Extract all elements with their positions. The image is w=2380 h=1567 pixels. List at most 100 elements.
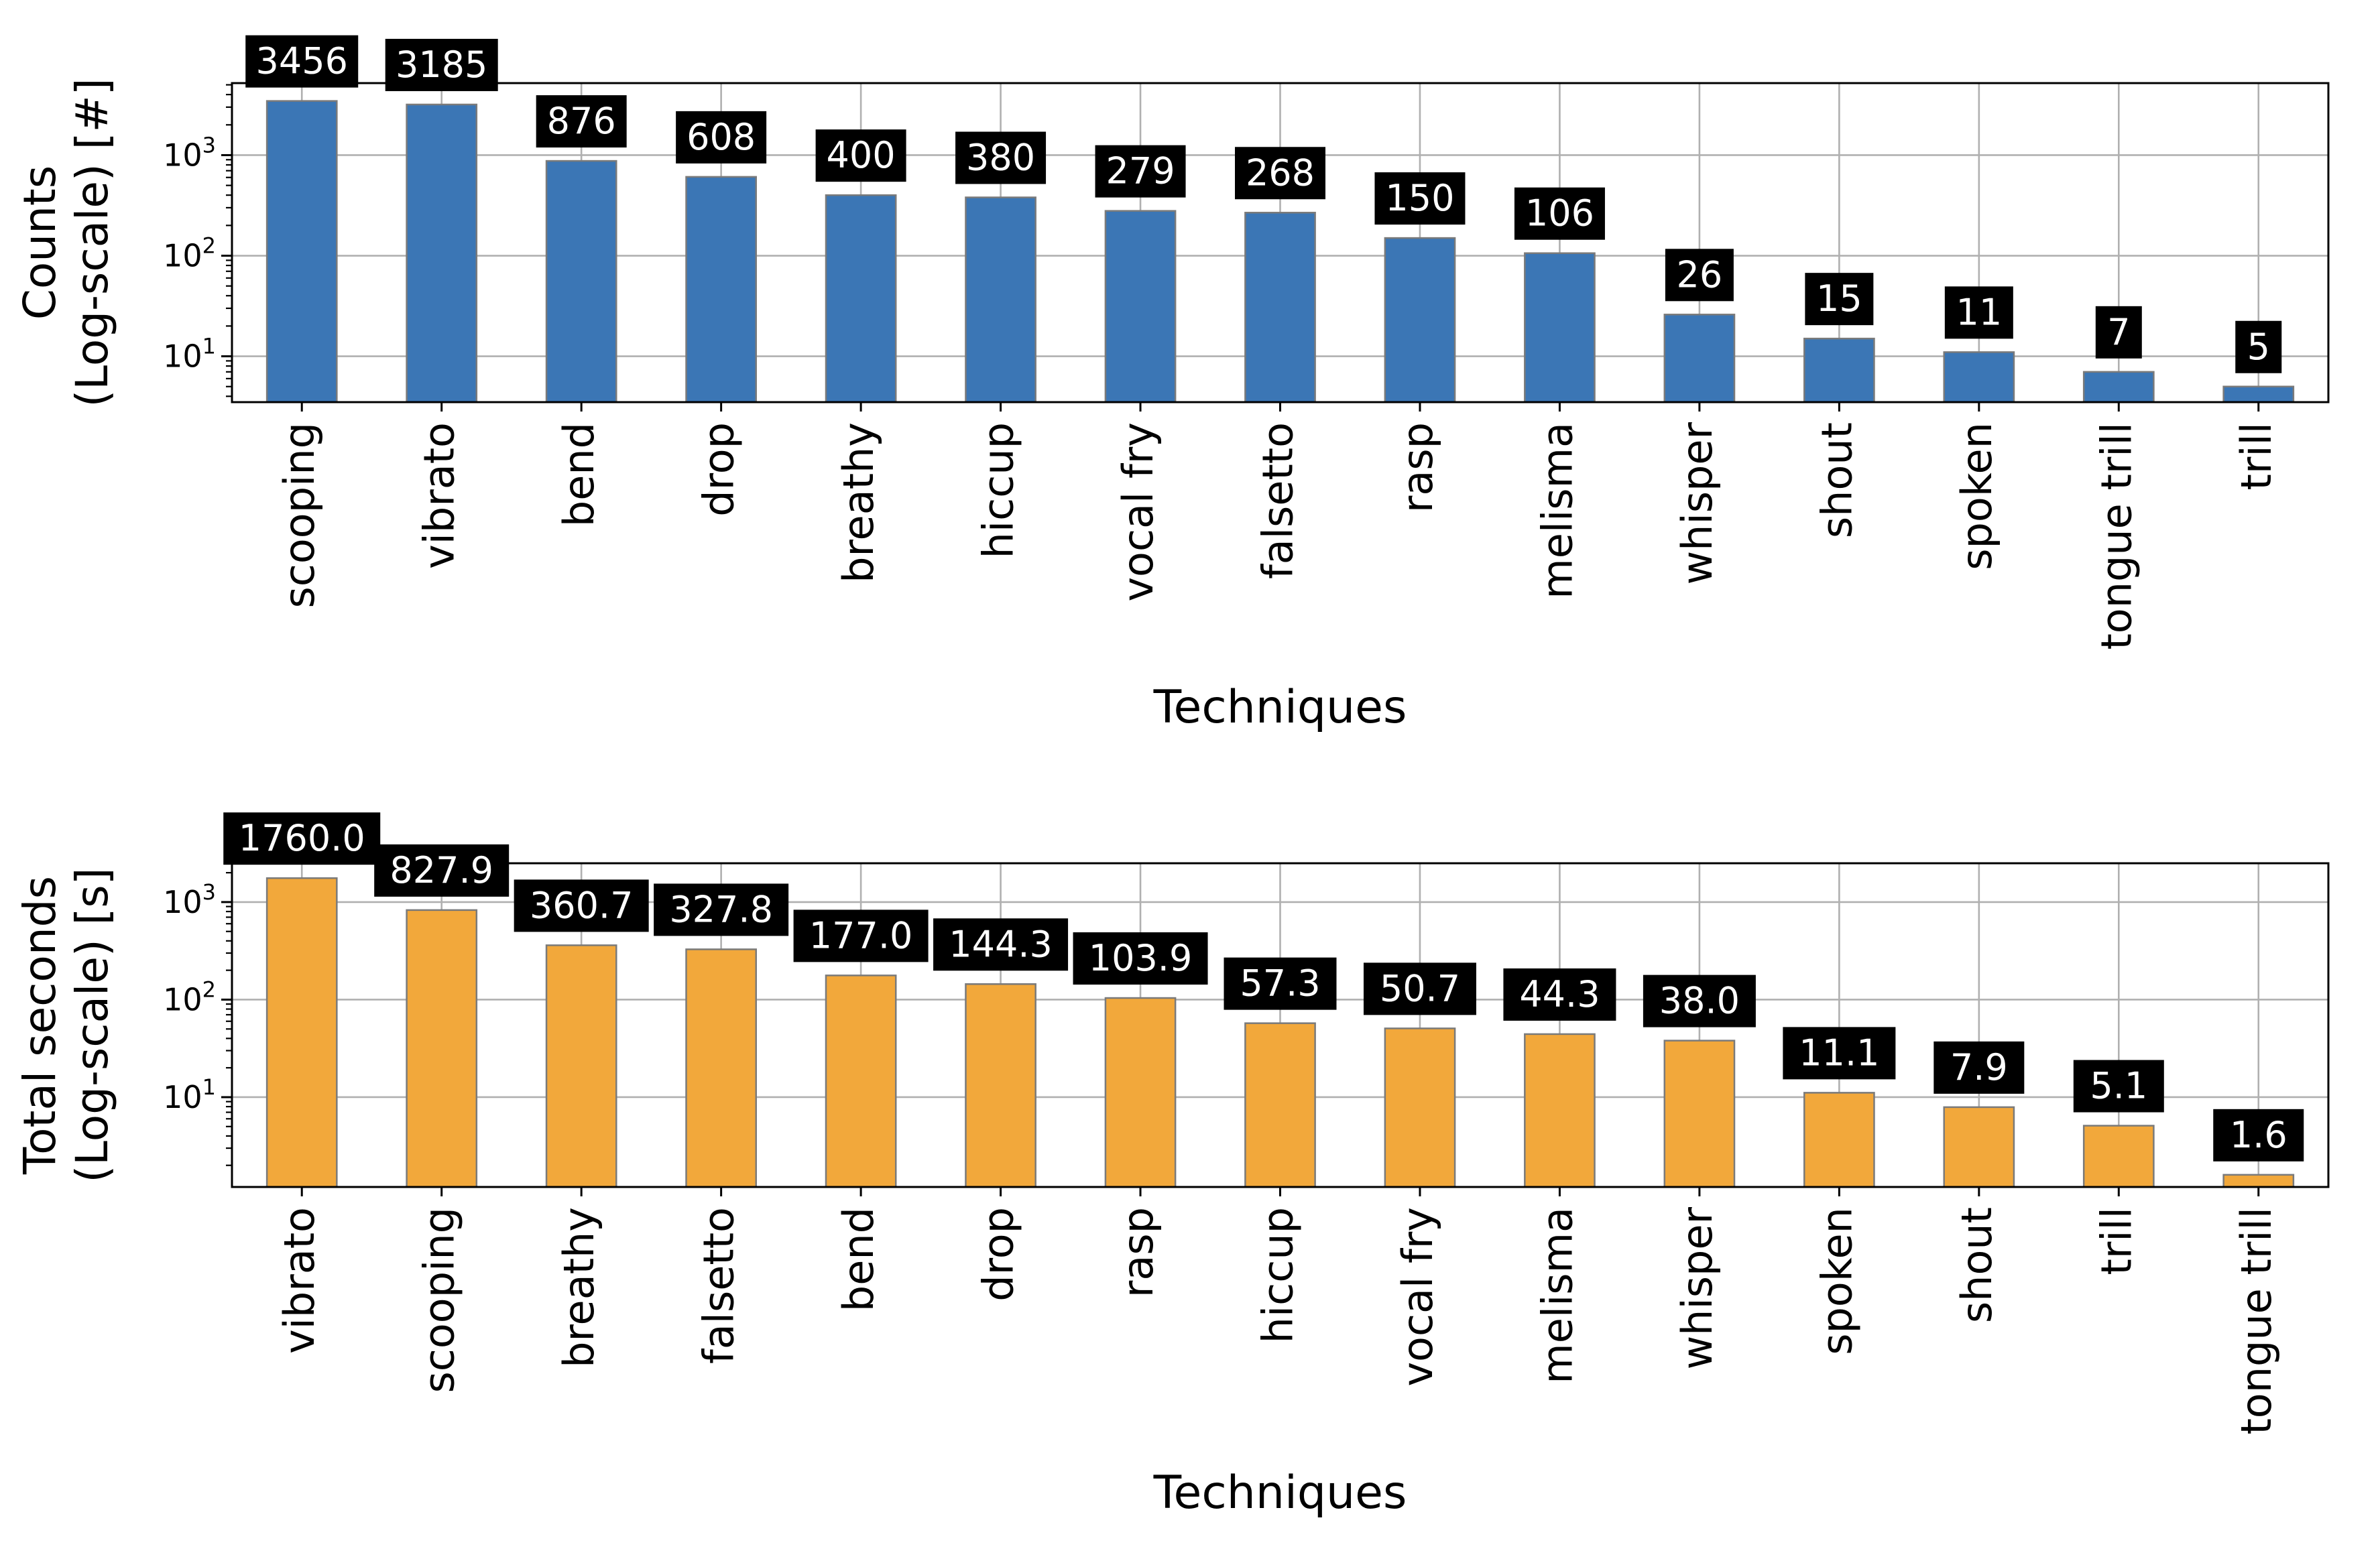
- y-tick-base: 10: [163, 1079, 202, 1115]
- data-label-box: [1503, 968, 1616, 1021]
- bar: [1244, 1022, 1316, 1188]
- bar: [1104, 997, 1177, 1188]
- data-label: 380: [966, 137, 1035, 179]
- data-label-box: [2213, 1109, 2304, 1162]
- data-label-box: [1783, 1027, 1896, 1080]
- data-label-box: [654, 883, 789, 936]
- y-tick-exponent: 2: [202, 233, 216, 259]
- x-tick-label: melisma: [1533, 1207, 1582, 1384]
- x-tick-label: spoken: [1952, 422, 2001, 570]
- data-label-box: [1374, 172, 1466, 225]
- x-tick-label: hiccup: [974, 422, 1023, 558]
- data-label-box: [374, 844, 510, 897]
- data-label-box: [245, 35, 359, 88]
- data-label: 5: [2247, 326, 2270, 368]
- y-axis-label: (Log-scale) [s]: [66, 867, 118, 1182]
- x-tick-label: melisma: [1533, 422, 1582, 599]
- y-tick-exponent: 3: [202, 132, 216, 158]
- data-label-box: [793, 910, 929, 962]
- x-tick-label: spoken: [1812, 1207, 1861, 1355]
- data-label: 876: [547, 100, 616, 142]
- data-label: 360.7: [530, 884, 634, 926]
- y-tick-label: 101: [163, 334, 216, 375]
- y-tick-base: 10: [163, 338, 202, 375]
- x-tick-label: breathy: [554, 1207, 603, 1368]
- bar: [2082, 371, 2155, 403]
- x-tick-label: tongue trill: [2232, 1207, 2281, 1435]
- x-tick-label: rasp: [1114, 1207, 1163, 1298]
- bar: [1524, 1033, 1596, 1188]
- data-label: 5.1: [2090, 1065, 2147, 1107]
- x-tick-label: vibrato: [275, 1207, 324, 1354]
- bar: [1943, 1106, 2015, 1188]
- x-axis-label: Techniques: [1153, 681, 1407, 734]
- data-label-box: [1933, 1041, 2025, 1094]
- data-label: 11.1: [1799, 1031, 1879, 1074]
- y-tick-exponent: 1: [202, 1074, 216, 1100]
- y-tick-label: 102: [163, 977, 216, 1017]
- bar: [1104, 210, 1177, 403]
- data-label-box: [514, 879, 649, 932]
- data-label: 268: [1246, 151, 1315, 194]
- data-label-box: [223, 812, 381, 865]
- x-tick-label: rasp: [1393, 422, 1442, 513]
- x-tick-label: vocal fry: [1393, 1207, 1442, 1387]
- data-label: 144.3: [949, 923, 1053, 965]
- x-tick-label: falsetto: [1254, 422, 1303, 579]
- y-tick-label: 103: [163, 132, 216, 173]
- x-tick-label: falsetto: [695, 1207, 743, 1364]
- x-tick-label: tongue trill: [2092, 422, 2141, 650]
- data-label-box: [815, 129, 906, 182]
- x-tick-label: vibrato: [415, 422, 464, 569]
- bar: [406, 909, 478, 1188]
- x-tick-label: shout: [1812, 422, 1861, 538]
- data-label-box: [2095, 306, 2142, 359]
- bar: [1663, 314, 1736, 403]
- data-label: 827.9: [390, 849, 493, 891]
- data-label: 3456: [256, 40, 348, 82]
- bar: [265, 877, 338, 1188]
- data-label-box: [1073, 932, 1208, 985]
- data-label: 106: [1525, 192, 1594, 235]
- x-tick-label: hiccup: [1254, 1207, 1303, 1343]
- bar: [265, 100, 338, 403]
- y-tick-base: 10: [163, 137, 202, 173]
- bar: [545, 160, 617, 403]
- x-tick-label: scooping: [415, 1207, 464, 1393]
- data-label-box: [385, 38, 498, 91]
- y-axis-label: Counts: [14, 166, 66, 320]
- bar: [1524, 252, 1596, 403]
- bar: [545, 944, 617, 1188]
- bar: [1943, 351, 2015, 403]
- y-axis-label: (Log-scale) [#]: [66, 78, 118, 407]
- data-label-box: [1235, 147, 1325, 200]
- data-label-box: [2073, 1060, 2164, 1113]
- data-label: 44.3: [1519, 973, 1600, 1015]
- data-label: 327.8: [669, 888, 773, 930]
- bar: [1244, 212, 1316, 403]
- data-label: 57.3: [1240, 962, 1320, 1005]
- data-label-box: [955, 131, 1047, 184]
- bar: [2082, 1125, 2155, 1188]
- data-label: 608: [687, 116, 756, 158]
- data-label: 279: [1106, 150, 1175, 192]
- bar: [825, 975, 897, 1188]
- bar: [965, 196, 1036, 403]
- bar: [1803, 1092, 1875, 1188]
- y-tick-label: 103: [163, 879, 216, 920]
- x-axis-label: Techniques: [1153, 1466, 1407, 1519]
- data-label: 15: [1816, 277, 1862, 320]
- bar: [1384, 1027, 1456, 1188]
- data-label-box: [1944, 286, 2013, 339]
- data-label: 50.7: [1380, 967, 1460, 1009]
- bar: [2222, 385, 2295, 403]
- x-tick-label: breathy: [834, 422, 883, 583]
- bar: [685, 948, 757, 1188]
- data-label: 38.0: [1659, 980, 1740, 1022]
- data-label: 103.9: [1089, 937, 1193, 979]
- x-tick-label: trill: [2232, 422, 2281, 490]
- bar: [685, 176, 757, 403]
- data-label-box: [536, 95, 627, 148]
